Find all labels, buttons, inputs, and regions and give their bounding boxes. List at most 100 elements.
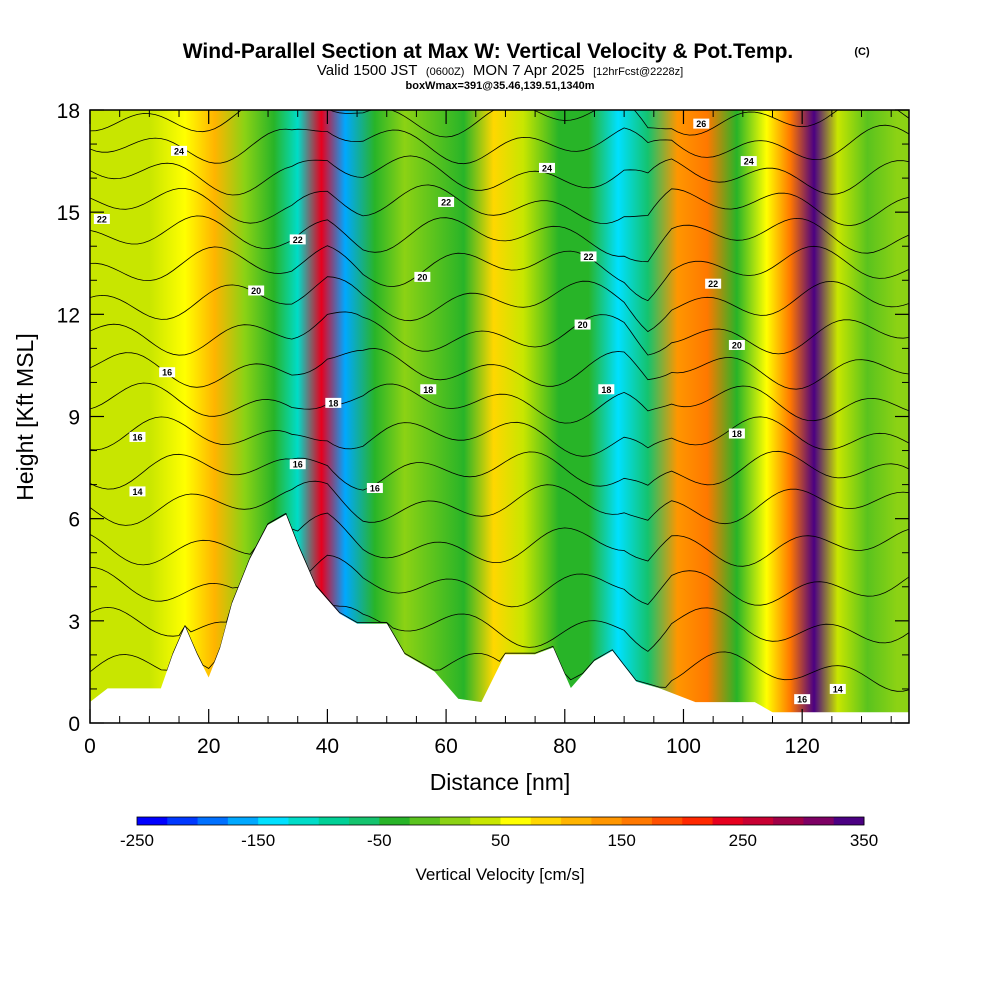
colorbar-tick-label: -250 — [120, 831, 154, 850]
y-tick-label: 18 — [57, 100, 80, 123]
contour-label: 20 — [248, 285, 265, 296]
colorbar-swatch — [349, 817, 380, 825]
svg-text:22: 22 — [293, 235, 303, 245]
plot-area: 24 22 22 20 16 16 14 18 16 16 18 20 22 24 22 20 18 26 24 22… — [57, 100, 910, 758]
y-tick-label: 0 — [68, 713, 80, 736]
terrain-profile — [90, 514, 909, 723]
x-tick-label: 80 — [553, 735, 576, 758]
isentrope-line — [90, 311, 909, 356]
isentrope-line — [90, 124, 909, 165]
svg-text:20: 20 — [732, 340, 742, 350]
svg-text:22: 22 — [584, 252, 594, 262]
colorbar-tick-label: 150 — [607, 831, 635, 850]
isentrope-line — [90, 512, 909, 567]
svg-text:18: 18 — [601, 385, 611, 395]
svg-text:20: 20 — [417, 272, 427, 282]
contour-label: 16 — [366, 483, 383, 494]
svg-text:18: 18 — [328, 398, 338, 408]
colorbar: -250 -150 -50 50 150 250 350 — [120, 816, 878, 850]
isentrope-line — [90, 513, 909, 608]
y-tick-label: 9 — [68, 407, 80, 430]
contour-label: 18 — [728, 428, 745, 439]
svg-text:18: 18 — [423, 385, 433, 395]
contour-label: 18 — [598, 384, 615, 395]
isentrope-line — [90, 110, 909, 138]
isentrope-line — [90, 382, 909, 424]
contour-label: 24 — [740, 156, 757, 167]
svg-text:16: 16 — [162, 368, 172, 378]
colorbar-swatch — [561, 817, 592, 825]
colorbar-swatch — [227, 817, 259, 825]
svg-text:16: 16 — [132, 432, 142, 442]
chart-title: Wind-Parallel Section at Max W: Vertical… — [183, 40, 794, 63]
svg-text:24: 24 — [744, 157, 754, 167]
svg-text:24: 24 — [542, 163, 552, 173]
forecast-info: [12hrFcst@2228z] — [593, 66, 683, 78]
isentrope-line — [90, 184, 909, 227]
colorbar-swatch — [712, 817, 744, 825]
contour-label: 20 — [728, 339, 745, 350]
colorbar-swatch — [318, 817, 350, 825]
colorbar-swatch — [439, 817, 471, 825]
contour-label: 26 — [693, 118, 710, 129]
colorbar-tick-label: -150 — [241, 831, 275, 850]
chart-subtitle: Valid 1500 JST (0600Z) MON 7 Apr 2025 [1… — [317, 62, 683, 79]
isentrope-line — [90, 450, 909, 491]
colorbar-tick-label: 350 — [850, 831, 878, 850]
isentrope-contours — [90, 110, 909, 692]
valid-utc: (0600Z) — [426, 66, 465, 78]
isentrope-line — [90, 348, 909, 390]
contour-label: 18 — [420, 384, 437, 395]
box-info: boxWmax=391@35.46,139.51,1340m — [406, 80, 595, 92]
svg-text:18: 18 — [732, 429, 742, 439]
contour-label: 14 — [129, 486, 146, 497]
colorbar-swatch — [288, 817, 320, 825]
svg-text:14: 14 — [132, 487, 142, 497]
isentrope-line — [90, 480, 909, 526]
contour-label: 22 — [580, 251, 597, 262]
svg-text:22: 22 — [708, 279, 718, 289]
contour-label: 22 — [705, 278, 722, 289]
colorbar-swatch — [742, 817, 774, 825]
copyright-mark: (C) — [854, 46, 870, 58]
contour-label: 14 — [829, 683, 846, 694]
colorbar-swatch — [409, 817, 441, 825]
contour-labels: 24 22 22 20 16 16 14 18 16 16 18 20 22 24 22 20 18 26 24 22… — [93, 118, 846, 705]
isentrope-line — [90, 513, 909, 652]
contour-label: 22 — [438, 196, 455, 207]
x-tick-label: 120 — [785, 735, 820, 758]
colorbar-swatch — [773, 817, 804, 825]
colorbar-swatch — [500, 817, 532, 825]
svg-text:20: 20 — [578, 320, 588, 330]
isentrope-line — [90, 215, 909, 263]
svg-text:14: 14 — [833, 684, 843, 694]
contour-label: 18 — [325, 397, 342, 408]
x-tick-label: 100 — [666, 735, 701, 758]
colorbar-tick-label: -50 — [367, 831, 392, 850]
colorbar-swatch — [651, 817, 683, 825]
contour-label: 16 — [129, 431, 146, 442]
svg-text:22: 22 — [97, 214, 107, 224]
isentrope-line — [90, 245, 909, 302]
colorbar-swatch — [470, 817, 501, 825]
colorbar-swatch — [137, 817, 168, 825]
contour-label: 20 — [414, 271, 431, 282]
x-axis-title: Distance [nm] — [430, 769, 571, 795]
contour-label: 24 — [171, 145, 188, 156]
colorbar-tick-label: 50 — [491, 831, 510, 850]
colorbar-swatch — [258, 817, 289, 825]
isentrope-line — [90, 416, 909, 457]
isentrope-line — [90, 155, 909, 196]
y-axis-title: Height [Kft MSL] — [12, 333, 38, 500]
svg-text:20: 20 — [251, 286, 261, 296]
contour-label: 16 — [289, 459, 306, 470]
svg-text:16: 16 — [797, 695, 807, 705]
contour-label: 24 — [538, 162, 555, 173]
y-tick-label: 15 — [57, 202, 80, 225]
contour-label: 22 — [289, 234, 306, 245]
svg-text:24: 24 — [174, 146, 184, 156]
svg-text:22: 22 — [441, 197, 451, 207]
contour-label: 22 — [93, 213, 110, 224]
contour-label: 20 — [574, 319, 591, 330]
